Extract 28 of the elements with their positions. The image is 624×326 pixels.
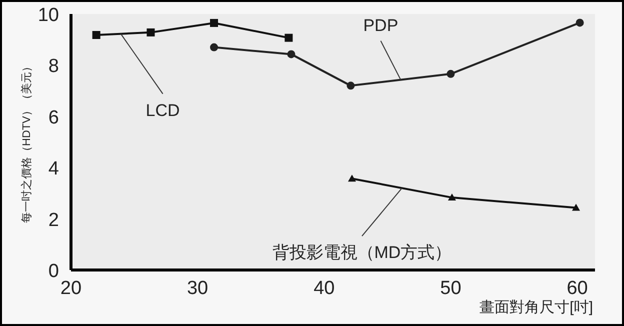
x-tick-label: 20 (60, 278, 82, 299)
point (210, 43, 218, 52)
text: LCD (146, 100, 180, 120)
text: 背投影電視（MD方式） (272, 243, 452, 262)
y-tick-label: 2 (48, 210, 59, 231)
point (346, 82, 355, 90)
y-tick-label: 4 (48, 158, 60, 180)
x-tick-label: 40 (314, 278, 335, 299)
x-tick-label: 60 (566, 278, 588, 299)
point (576, 18, 584, 27)
point (348, 174, 356, 182)
x-axis-title: 畫面對角尺寸[吋] (480, 299, 593, 316)
y-tick-label: 8 (48, 56, 59, 78)
point (146, 28, 155, 36)
point (92, 30, 100, 39)
x-tick-label: 50 (440, 278, 462, 299)
point (448, 194, 456, 201)
point (287, 50, 296, 58)
y-axis-title: 每一吋之價格（HDTV）（美元） (20, 61, 33, 223)
point (572, 204, 580, 211)
y-tick-label: 6 (48, 107, 59, 128)
point (210, 18, 218, 27)
x-tick-label: 30 (187, 278, 208, 299)
point (284, 34, 293, 42)
text: PDP (363, 16, 398, 35)
y-tick-label: 10 (38, 5, 59, 26)
y-tick-label: 0 (48, 261, 59, 282)
point (446, 70, 455, 78)
